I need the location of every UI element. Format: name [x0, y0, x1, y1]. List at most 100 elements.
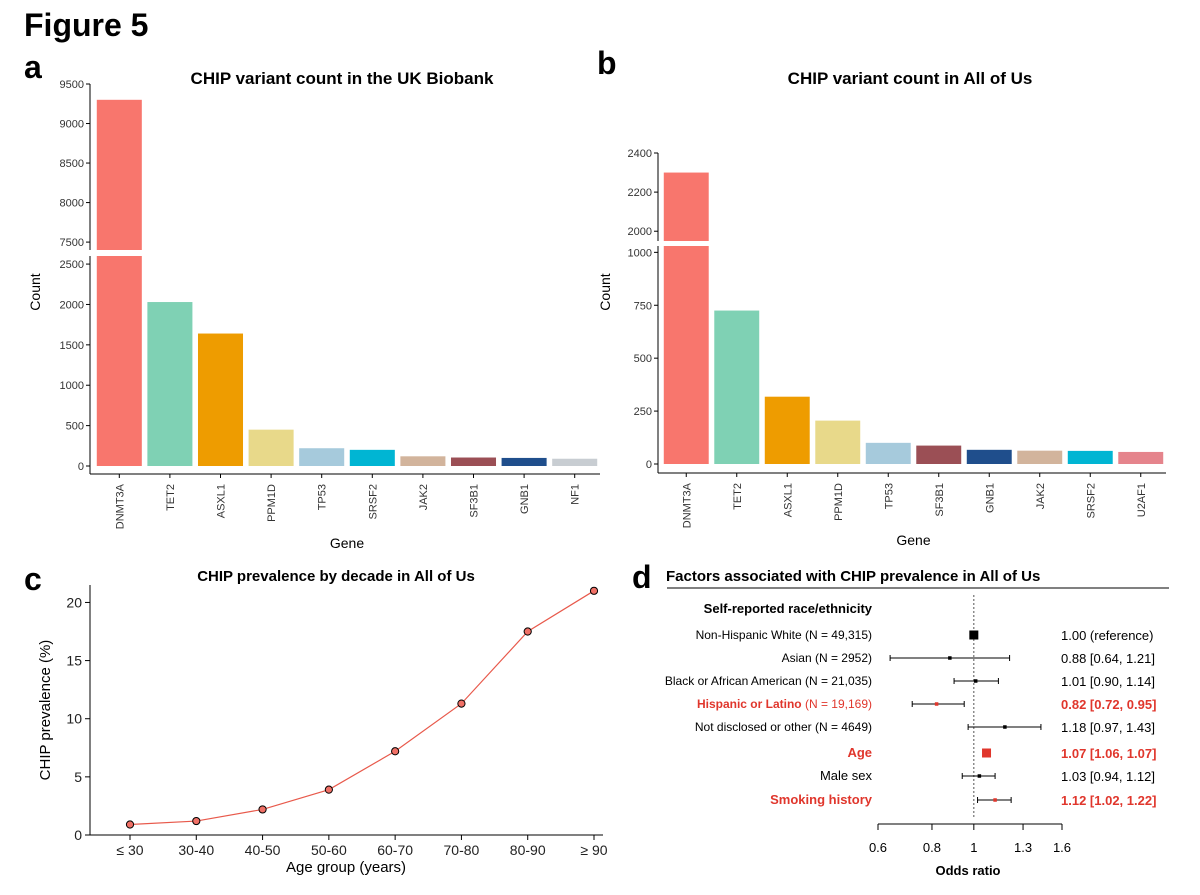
- point-estimate: [993, 798, 997, 802]
- panel-letter-b: b: [597, 45, 617, 81]
- data-point-1: [125, 820, 135, 829]
- x-tick-label: 80-90: [510, 842, 546, 858]
- x-tick-label: DNMT3A: [681, 482, 693, 528]
- bar-ppm1d: [815, 420, 861, 464]
- y-tick-label: 2200: [628, 187, 652, 199]
- x-tick-label: SRSF2: [1085, 483, 1097, 518]
- bar-srsf2: [349, 449, 395, 466]
- row-name: Asian: [782, 651, 812, 665]
- x-axis-label: Gene: [896, 532, 930, 548]
- chart-title: CHIP variant count in the UK Biobank: [191, 69, 494, 88]
- row-label: Asian (N = 2952): [782, 651, 872, 665]
- x-axis-label: Gene: [330, 535, 364, 551]
- x-axis-label: Odds ratio: [935, 863, 1000, 878]
- bar-tet2: [147, 302, 193, 466]
- bar-nf1: [552, 458, 598, 466]
- row-value: 1.00 (reference): [1061, 628, 1154, 643]
- y-tick-label: 500: [66, 421, 84, 433]
- x-tick-label: U2AF1: [1136, 483, 1148, 517]
- y-tick-label: 2000: [628, 226, 652, 238]
- y-tick-label: 1500: [60, 340, 84, 352]
- bar-tp53: [865, 442, 911, 464]
- bar-u2af1: [1118, 451, 1164, 464]
- data-point-5: [391, 747, 400, 756]
- row-value: 0.82 [0.72, 0.95]: [1061, 697, 1156, 712]
- row-name: Not disclosed or other: [695, 720, 812, 734]
- y-tick-label: 500: [634, 353, 652, 365]
- point-estimate: [934, 702, 939, 706]
- panel-a-bar-chart: CHIP variant count in the UK Biobank 7500…: [27, 69, 600, 551]
- x-tick-label: TP53: [317, 484, 329, 510]
- y-tick-label: 2500: [60, 259, 84, 271]
- panel-letter-c: c: [24, 561, 42, 597]
- y-tick-label: 15: [66, 653, 82, 669]
- bar-srsf2: [1067, 450, 1113, 464]
- x-tick-label: 40-50: [245, 842, 281, 858]
- panel-c-line-chart: CHIP prevalence by decade in All of Us 0 5…: [37, 568, 608, 876]
- x-tick-label: 70-80: [444, 842, 480, 858]
- y-tick-label: 7500: [60, 237, 84, 249]
- row-name: Non-Hispanic White: [696, 628, 802, 642]
- panel-d-forest-plot: Factors associated with CHIP prevalence …: [665, 568, 1169, 878]
- y-tick-label: 0: [646, 459, 652, 471]
- y-tick-label: 1000: [60, 380, 84, 392]
- y-tick-label: 750: [634, 300, 652, 312]
- row-label: Hispanic or Latino (N = 19,169): [697, 697, 872, 711]
- row-n: (N = 4649): [812, 720, 872, 734]
- bar-dnmt3a-upper: [663, 172, 709, 241]
- row-label: Age: [847, 745, 872, 760]
- row-label: Not disclosed or other (N = 4649): [695, 720, 872, 734]
- y-tick-label: 1000: [628, 247, 652, 259]
- x-tick-label: 60-70: [377, 842, 413, 858]
- bar-sf3b1: [450, 457, 497, 466]
- data-point-3: [258, 805, 267, 814]
- point-estimate: [977, 774, 982, 778]
- y-tick-label: 8500: [60, 158, 84, 170]
- x-tick-label: DNMT3A: [114, 483, 126, 529]
- x-tick-label: 1.3: [1014, 840, 1032, 855]
- chart-title: CHIP variant count in All of Us: [788, 69, 1033, 88]
- x-tick-label: TET2: [732, 483, 744, 510]
- y-tick-label: 8000: [60, 198, 84, 210]
- bar-gnb1: [501, 457, 547, 466]
- row-name: Age: [847, 745, 872, 760]
- bar-ppm1d: [248, 429, 294, 466]
- row-n: (N = 49,315): [802, 628, 872, 642]
- data-point-7: [523, 627, 532, 636]
- panel-letter-a: a: [24, 49, 42, 85]
- row-value: 1.18 [0.97, 1.43]: [1061, 720, 1155, 735]
- bar-jak2: [400, 456, 446, 466]
- x-tick-label: 30-40: [178, 842, 214, 858]
- point-estimate: [973, 679, 978, 683]
- row-value: 1.07 [1.06, 1.07]: [1061, 746, 1156, 761]
- point-estimate: [982, 748, 992, 758]
- point-estimate: [969, 630, 979, 640]
- chart-title: Factors associated with CHIP prevalence …: [666, 568, 1040, 585]
- bar-sf3b1: [916, 445, 962, 464]
- y-tick-label: 9000: [60, 119, 84, 131]
- data-point-4: [324, 785, 333, 794]
- x-tick-label: TET2: [165, 484, 177, 511]
- figure-title: Figure 5: [24, 7, 148, 43]
- bar-tp53: [299, 448, 345, 466]
- y-tick-label: 2000: [60, 299, 84, 311]
- row-label: Smoking history: [770, 792, 873, 807]
- bar-dnmt3a-upper: [96, 99, 142, 250]
- row-n: (N = 2952): [812, 651, 872, 665]
- row-value: 1.03 [0.94, 1.12]: [1061, 769, 1155, 784]
- x-tick-label: 1.6: [1053, 840, 1071, 855]
- x-tick-label: GNB1: [984, 483, 996, 513]
- row-label: Non-Hispanic White (N = 49,315): [696, 628, 872, 642]
- row-name: Black or African American: [665, 674, 802, 688]
- row-value: 1.12 [1.02, 1.22]: [1061, 793, 1156, 808]
- bar-asxl1: [764, 396, 810, 464]
- section-header: Self-reported race/ethnicity: [704, 601, 873, 616]
- y-tick-label: 250: [634, 406, 652, 418]
- bar-jak2: [1017, 450, 1063, 464]
- row-name: Male sex: [820, 768, 873, 783]
- y-tick-label: 9500: [60, 79, 84, 91]
- x-tick-label: SF3B1: [469, 484, 481, 518]
- y-tick-label: 5: [74, 769, 82, 785]
- y-tick-label: 20: [66, 594, 82, 610]
